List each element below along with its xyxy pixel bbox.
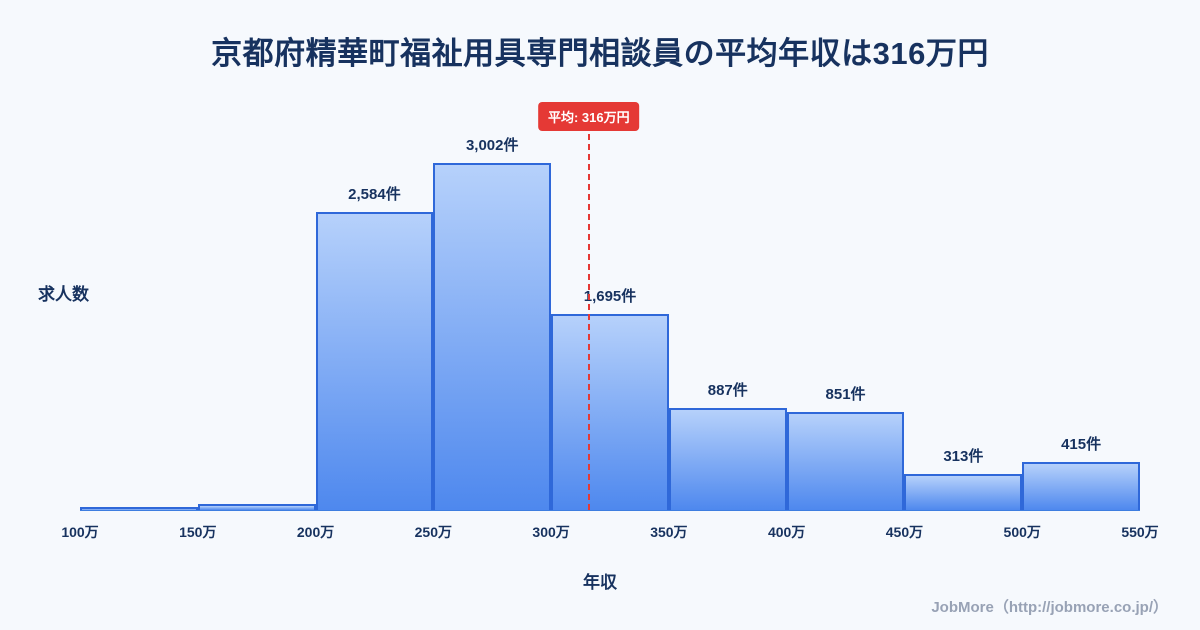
x-axis-line [80,509,1140,511]
average-badge: 平均: 316万円 [537,102,640,131]
bar-value-label: 415件 [1061,436,1102,454]
x-axis-label: 年収 [583,573,617,592]
bar-value-label: 2,584件 [348,185,401,203]
histogram-bar [786,411,905,510]
bar-value-label: 313件 [943,447,984,465]
y-axis-label: 求人数 [38,285,89,304]
histogram-bar [80,507,198,510]
x-tick-label: 300万 [532,524,570,540]
histogram-bar [904,473,1023,510]
histogram-bar [668,407,787,510]
x-tick-label: 450万 [885,524,924,540]
x-tick-label: 200万 [296,524,335,540]
average-line [587,134,590,510]
x-tick-label: 400万 [767,524,806,540]
x-tick-label: 100万 [61,524,99,540]
chart-title: 京都府精華町福祉用具専門相談員の平均年収は316万円 [211,36,989,71]
plot-area: 2,584件 3,002件 1,695件 887件 851件 313件 415件 100万 15… [61,100,1159,540]
histogram-bar [433,163,552,510]
bar-value-label: 1,695件 [583,288,637,306]
x-tick-label: 150万 [179,524,217,540]
footer-credit: JobMore（http://jobmore.co.jp/） [931,599,1168,616]
histogram-bar [315,211,434,510]
histogram-bar [1022,462,1140,510]
bar-value-label: 851件 [825,385,866,403]
x-tick-label: 500万 [1003,524,1041,540]
x-tick-label: 550万 [1121,524,1159,540]
x-tick-label: 350万 [650,524,688,540]
bar-value-label: 3,002件 [465,137,519,155]
histogram-bar [551,314,669,510]
bar-value-label: 887件 [707,381,748,399]
histogram-bar [197,503,316,510]
x-tick-label: 250万 [414,524,453,540]
